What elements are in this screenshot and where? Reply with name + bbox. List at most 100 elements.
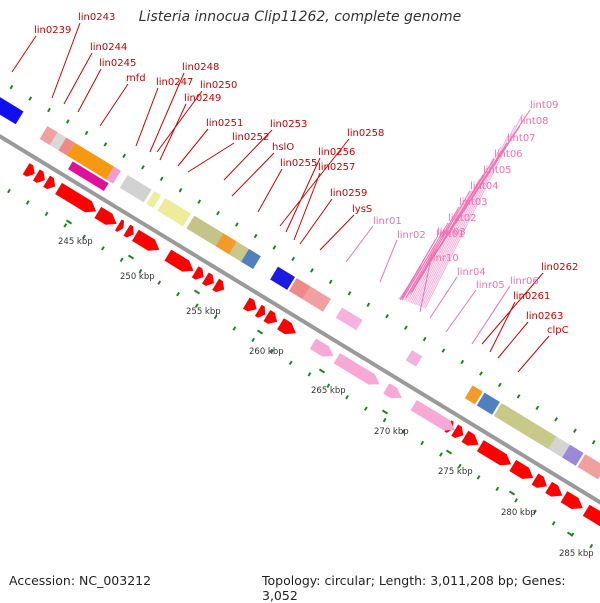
gene-arrow-10 — [191, 266, 204, 280]
gene-label: lin0253 — [270, 119, 307, 130]
gene-label-leader — [77, 68, 102, 113]
kbp-major-tick — [445, 449, 453, 455]
rna-label: linr03 — [437, 227, 466, 238]
rna-label: linr06 — [510, 276, 539, 287]
cog-band-22 — [562, 444, 584, 466]
scale-dot-outer — [103, 142, 108, 147]
kbp-major-tick — [193, 289, 201, 295]
gene-label-leader — [63, 52, 93, 105]
gene-label-leader — [135, 87, 159, 147]
scale-dot-inner — [495, 486, 500, 492]
scale-dot-inner — [401, 429, 406, 434]
gene-arrow-22 — [531, 473, 547, 488]
rna-band-1 — [335, 307, 363, 331]
scale-dot-outer — [291, 256, 296, 262]
kbp-tick-label: 255 kbp — [186, 307, 221, 317]
cog-band-2 — [39, 126, 58, 146]
kbp-tick-label: 280 kbp — [501, 508, 536, 518]
rna-label: linr02 — [397, 230, 426, 241]
scale-dot-outer — [9, 84, 14, 90]
cog-band-19 — [493, 403, 536, 437]
gene-arrow-3 — [43, 175, 56, 190]
scale-dot-inner — [157, 280, 162, 285]
scale-dot-inner — [138, 268, 143, 274]
cog-band-3 — [49, 132, 67, 151]
cog-band-8 — [146, 191, 161, 209]
rna-label-leader — [411, 174, 484, 293]
cog-band-11 — [215, 233, 237, 255]
gene-arrow-1 — [22, 163, 35, 177]
scale-dot-inner — [251, 337, 256, 343]
cog-band-accent-magenta — [68, 161, 109, 191]
kbp-tick-label: 260 kbp — [249, 347, 284, 357]
gene-label: lin0248 — [182, 62, 219, 73]
rna-band-2 — [405, 350, 423, 367]
gene-arrow-2 — [32, 169, 45, 183]
scale-dot-inner — [363, 406, 368, 411]
gene-label: lin0250 — [200, 80, 237, 91]
scale-dot-outer — [178, 187, 183, 193]
rna-label-leader — [345, 225, 374, 263]
rna-label-leader — [379, 239, 398, 283]
kbp-major-tick — [381, 409, 389, 415]
rna-label: linr05 — [476, 280, 505, 291]
cog-band-21 — [548, 436, 570, 458]
rna-label: lint03 — [459, 197, 488, 208]
gene-label-leader — [99, 83, 129, 127]
scale-dot-inner — [439, 452, 443, 457]
rna-arrow-1 — [309, 338, 334, 357]
gene-arrow-5 — [94, 206, 117, 225]
rna-label: lint05 — [483, 165, 512, 176]
cog-band-6 — [106, 166, 121, 184]
rna-label-leader — [445, 289, 477, 333]
scale-dot-outer — [122, 153, 127, 159]
scale-dot-inner — [345, 394, 349, 400]
cog-band-5 — [66, 142, 115, 180]
gene-arrow-12 — [212, 278, 225, 293]
kbp-major-tick — [256, 329, 264, 335]
scale-dot-outer — [347, 291, 352, 296]
gene-arrow-6 — [114, 219, 125, 232]
gene-label: lin0263 — [526, 311, 563, 322]
gene-label: mfd — [126, 73, 146, 84]
scale-dot-inner — [44, 211, 49, 217]
rna-label: linr10 — [430, 253, 459, 264]
scale-dot-inner — [457, 463, 462, 469]
rna-label-leader — [405, 206, 460, 299]
gene-arrow-7 — [123, 224, 134, 238]
scale-dot-outer — [497, 382, 502, 388]
cog-band-7 — [119, 174, 152, 203]
scale-dot-inner — [194, 303, 199, 308]
map-title: Listeria innocua Clip11262, complete gen… — [138, 9, 462, 25]
rna-label-leader — [401, 236, 438, 299]
gene-arrow-24 — [560, 491, 583, 510]
gene-label-leader — [223, 129, 273, 181]
scale-dot-outer — [366, 302, 371, 307]
scale-dot-outer — [141, 165, 145, 170]
cog-band-23 — [577, 454, 600, 480]
gene-arrow-21 — [509, 459, 534, 479]
scale-dot-inner — [326, 383, 331, 388]
kbp-major-tick — [566, 531, 574, 537]
gene-label: hslO — [272, 142, 294, 153]
scale-dot-outer — [516, 394, 521, 399]
gene-label: lin0261 — [513, 291, 550, 302]
gene-label: lin0262 — [541, 262, 578, 273]
scale-dot-outer — [591, 439, 596, 445]
gene-label: lin0257 — [318, 162, 355, 173]
gene-arrow-layer — [22, 163, 600, 527]
rna-label: linr01 — [373, 216, 402, 227]
gene-label: lin0252 — [232, 132, 269, 143]
trna-hatch-line — [416, 168, 487, 306]
kbp-tick-label: 265 kbp — [311, 386, 346, 396]
gene-label: lin0259 — [330, 188, 367, 199]
cog-band-9 — [157, 197, 191, 227]
gene-label-leader — [257, 168, 283, 213]
gene-label: lin0239 — [34, 25, 71, 36]
gene-label: lysS — [352, 204, 372, 215]
scale-dot-inner — [232, 326, 237, 331]
scale-dot-inner — [551, 520, 556, 526]
gene-label-leader — [177, 128, 209, 167]
gene-label-leader — [149, 72, 185, 153]
